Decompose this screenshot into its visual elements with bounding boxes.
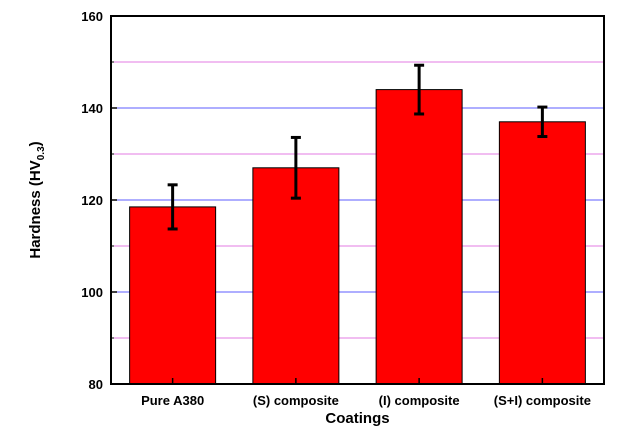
y-tick-label: 120 (81, 193, 103, 208)
x-tick-label: (I) composite (379, 393, 460, 408)
x-tick-label: (S) composite (253, 393, 339, 408)
x-tick-label: Pure A380 (141, 393, 204, 408)
bar (252, 167, 340, 385)
y-axis-title: Hardness (HV0.3) (27, 141, 47, 258)
y-tick-label: 100 (81, 285, 103, 300)
bar (375, 89, 463, 385)
error-bars (167, 63, 548, 231)
y-axis-title-suffix: ) (27, 141, 44, 146)
x-ticks: Pure A380 (S) composite (I) composite (S+I)… (141, 378, 591, 408)
y-tick-label: 160 (81, 9, 103, 24)
x-tick-label: (S+I) composite (494, 393, 591, 408)
y-tick-label: 80 (89, 377, 103, 392)
y-axis-title-main: Hardness (HV (27, 160, 44, 258)
bars (129, 89, 586, 385)
y-axis-title-subscript: 0.3 (36, 146, 47, 160)
x-axis-title: Coatings (325, 410, 389, 427)
y-tick-label: 140 (81, 101, 103, 116)
bar (129, 206, 217, 385)
bar (498, 121, 586, 385)
y-ticks: 80 100 120 140 160 (81, 9, 117, 392)
